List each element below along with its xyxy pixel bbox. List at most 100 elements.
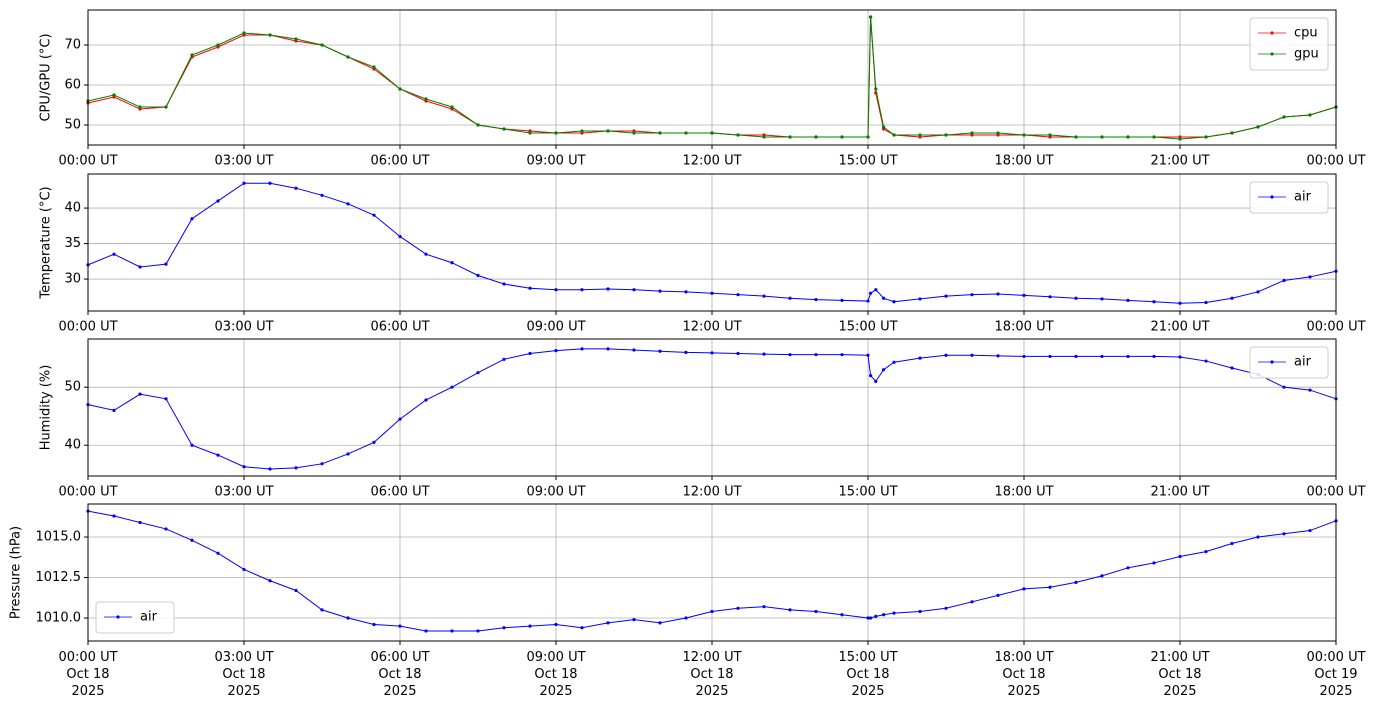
x-tick-label: 15:00 UT	[838, 320, 897, 335]
data-point	[918, 356, 922, 360]
data-point	[580, 288, 584, 292]
data-point	[684, 350, 688, 354]
panel: 00:00 UT 03:00 UT 06:00 UT 09:00 UT 12:00 UT…	[39, 9, 1366, 169]
legend-box	[95, 601, 175, 634]
x-tick-label: 09:00 UT	[526, 485, 585, 500]
data-point	[1074, 135, 1078, 139]
data-point	[1308, 113, 1312, 117]
data-point	[1100, 135, 1104, 139]
data-point	[346, 452, 350, 456]
data-point	[138, 265, 142, 269]
data-point	[1100, 354, 1104, 359]
data-line	[87, 182, 1337, 304]
data-point	[996, 354, 1000, 358]
data-point	[372, 65, 376, 69]
data-point	[372, 213, 376, 217]
data-point	[476, 273, 480, 278]
data-point	[1022, 587, 1026, 591]
data-point	[814, 135, 818, 139]
data-point	[346, 202, 350, 206]
data-point	[874, 379, 878, 383]
data-point	[814, 609, 818, 614]
data-point	[1152, 354, 1156, 359]
data-point	[869, 291, 873, 295]
data-point	[1074, 354, 1078, 359]
x-tick-label: 12:00 UT	[682, 154, 741, 169]
x-tick-label: 18:00 UT	[994, 154, 1053, 169]
data-point	[970, 353, 974, 357]
data-point	[112, 252, 116, 256]
x-tick-label: 00:00 UT	[1306, 320, 1365, 335]
data-point	[1126, 135, 1130, 139]
data-point	[528, 624, 532, 628]
data-point	[1308, 528, 1312, 533]
data-point	[944, 353, 948, 357]
data-point	[736, 351, 740, 356]
legend-box	[1249, 17, 1329, 71]
x-tick-label: 12:00 UT Oct 18 2025	[682, 650, 741, 699]
data-point	[814, 298, 818, 302]
data-point	[242, 465, 246, 469]
data-point	[1178, 355, 1182, 359]
data-point	[762, 605, 766, 609]
data-point	[476, 123, 480, 127]
data-point	[736, 293, 740, 297]
data-point	[554, 288, 558, 292]
data-point	[684, 290, 688, 294]
x-tick-label: 06:00 UT	[370, 320, 429, 335]
data-point	[918, 297, 922, 301]
data-point	[1230, 541, 1234, 546]
x-tick-label: 21:00 UT Oct 18 2025	[1150, 650, 1209, 699]
data-point	[710, 351, 714, 355]
data-point	[580, 347, 584, 351]
y-axis-label: CPU/GPU (°C)	[39, 33, 54, 121]
y-tick-label: 1015.0	[36, 530, 82, 545]
data-point	[216, 551, 220, 555]
data-point	[1230, 296, 1234, 300]
data-point	[684, 616, 688, 620]
y-axis-label: Temperature (°C)	[39, 186, 54, 299]
data-point	[528, 131, 532, 135]
data-point	[710, 291, 714, 295]
x-tick-label: 06:00 UT Oct 18 2025	[370, 650, 429, 699]
data-point	[268, 467, 272, 471]
data-point	[164, 105, 168, 109]
legend-label: air	[1294, 355, 1312, 370]
data-point	[294, 186, 298, 190]
y-axis-label: Pressure (hPa)	[9, 526, 24, 619]
data-point	[762, 294, 766, 298]
data-line	[87, 510, 1337, 632]
x-tick-label: 12:00 UT	[682, 320, 741, 335]
data-point	[632, 288, 636, 292]
data-point	[1022, 354, 1026, 359]
x-tick-label: 09:00 UT Oct 18 2025	[526, 650, 585, 699]
data-point	[840, 298, 844, 302]
data-point	[788, 296, 792, 300]
data-point	[1256, 535, 1260, 539]
data-point	[866, 135, 870, 139]
data-point	[1022, 293, 1026, 297]
data-point	[736, 606, 740, 610]
data-point	[1100, 574, 1104, 578]
data-point	[1022, 133, 1026, 137]
data-point	[1048, 295, 1052, 299]
data-point	[606, 129, 610, 133]
x-tick-label: 00:00 UT Oct 18 2025	[58, 650, 117, 699]
data-point	[424, 252, 428, 256]
x-tick-label: 21:00 UT	[1150, 485, 1209, 500]
data-point	[450, 629, 454, 633]
data-point	[1152, 135, 1156, 139]
data-point	[528, 351, 532, 356]
data-point	[762, 352, 766, 356]
data-point	[112, 408, 116, 413]
data-point	[866, 299, 870, 303]
data-point	[632, 618, 636, 622]
y-tick-label: 30	[64, 272, 81, 287]
data-point	[882, 296, 886, 300]
y-axis-label: Humidity (%)	[39, 365, 54, 451]
data-point	[869, 616, 873, 620]
data-point	[268, 181, 272, 185]
data-point	[1282, 385, 1286, 389]
data-point	[710, 131, 714, 135]
data-line	[87, 16, 1337, 140]
